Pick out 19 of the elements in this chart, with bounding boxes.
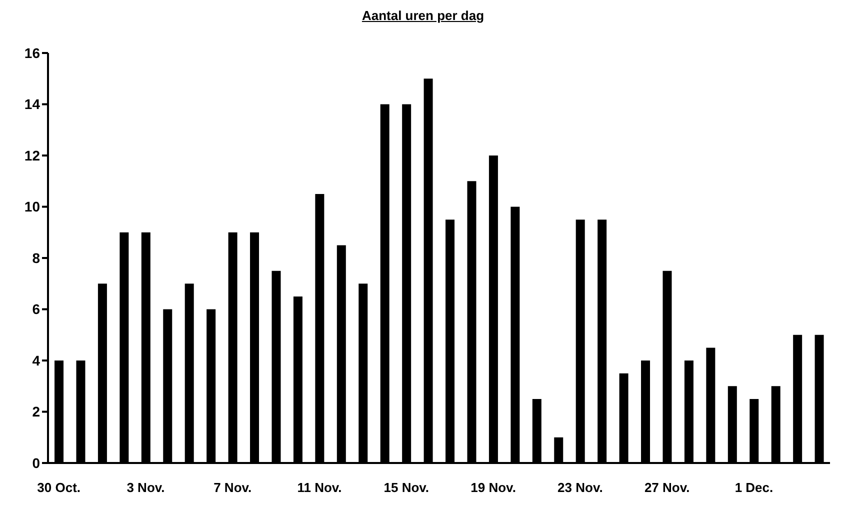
y-tick-label: 2 <box>32 404 40 420</box>
y-tick-label: 10 <box>24 198 40 215</box>
chart-title: Aantal uren per dag <box>360 8 486 23</box>
x-tick-label: 1 Dec. <box>734 480 774 496</box>
y-tick-label: 8 <box>32 250 40 266</box>
x-tick-label: 3 Nov. <box>126 480 165 496</box>
y-tick-label: 12 <box>24 147 40 164</box>
y-tick-label: 0 <box>32 454 40 471</box>
x-tick-label: 27 Nov. <box>644 480 690 496</box>
y-tick-label: 14 <box>24 96 40 112</box>
y-tick-label: 16 <box>24 44 40 61</box>
x-tick-label: 15 Nov. <box>384 480 430 496</box>
y-tick-label: 4 <box>32 352 40 368</box>
x-tick-label: 11 Nov. <box>297 480 342 496</box>
x-tick-label: 19 Nov. <box>470 480 516 496</box>
x-tick-label: 7 Nov. <box>214 480 252 496</box>
y-tick-label: 6 <box>32 301 40 318</box>
x-tick-label: 30 Oct. <box>37 480 81 496</box>
x-tick-label: 23 Nov. <box>558 480 603 496</box>
